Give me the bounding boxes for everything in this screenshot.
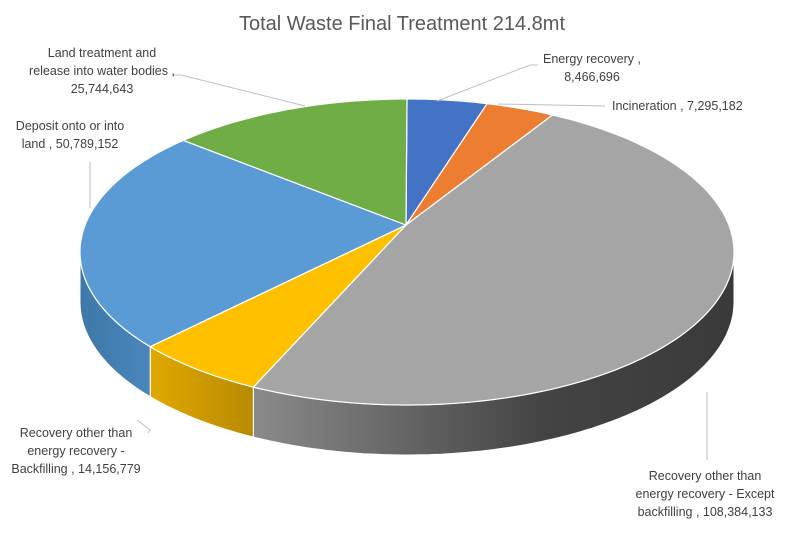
data-label-line: Incineration , 7,295,182 [612,99,743,113]
leader-line [172,74,306,107]
pie-slice [79,139,408,348]
data-label-line: Land treatment and [48,46,156,60]
data-label-line: Energy recovery , [543,52,641,66]
data-label: Energy recovery , 8,466,696 [543,52,641,84]
data-label-line: backfilling , 108,384,133 [638,505,773,519]
data-label-line: Recovery other than [649,469,762,483]
data-label-line: land , 50,789,152 [22,137,119,151]
data-label: Incineration , 7,295,182 [612,99,743,113]
leader-line [436,64,538,102]
data-label-line: energy recovery - [27,444,124,458]
pie-slice [252,114,735,406]
data-label: Deposit onto or into land , 50,789,152 [16,119,124,151]
data-label: Recovery other than energy recovery - Back… [11,426,140,476]
data-label: Recovery other than energy recovery - Exc… [636,469,775,519]
data-label-line: 8,466,696 [564,70,620,84]
data-label-line: Recovery other than [20,426,133,440]
data-label: Land treatment and release into water bod… [29,46,175,96]
pie-slice [405,103,554,226]
pie-slice [405,98,489,228]
data-label-line: 25,744,643 [71,82,134,96]
pie-slice [148,224,407,388]
data-label-line: Backfilling , 14,156,779 [11,462,140,476]
pie-slice [181,98,408,226]
leader-line [497,103,606,107]
data-label-line: energy recovery - Except [636,487,775,501]
chart-title: Total Waste Final Treatment 214.8mt [239,13,566,35]
data-label-line: release into water bodies , [29,64,175,78]
leader-line [136,419,151,434]
data-label-line: Deposit onto or into [16,119,124,133]
